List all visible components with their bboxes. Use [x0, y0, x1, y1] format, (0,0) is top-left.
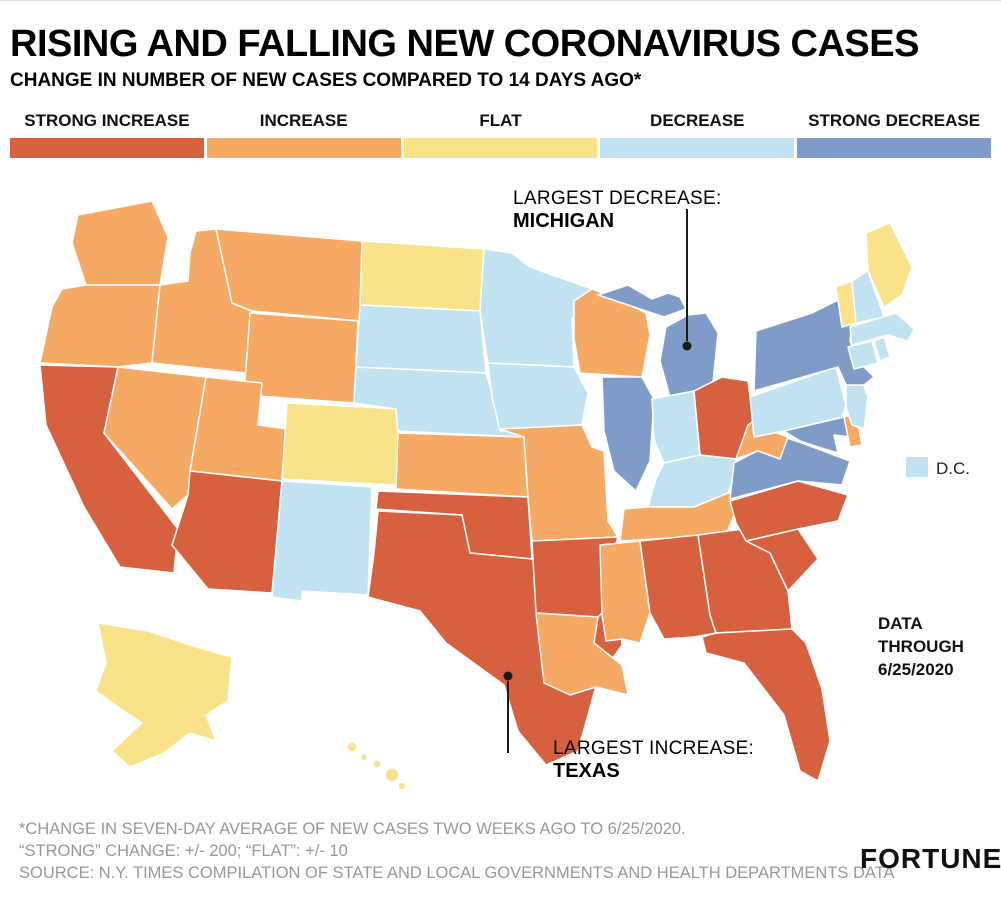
largest-increase-label: LARGEST INCREASE:: [553, 738, 755, 759]
state-hawaii-island: [346, 741, 358, 753]
fortune-logo: FORTUNE: [860, 843, 1001, 874]
state-new-hampshire: [851, 270, 885, 324]
legend-label-increase: INCREASE: [259, 111, 348, 130]
legend-labels: STRONG INCREASE INCREASE FLAT DECREASE S…: [10, 111, 991, 131]
largest-decrease-annotation: LARGEST DECREASE: MICHIGAN: [513, 187, 722, 233]
state-alaska: [95, 622, 233, 768]
legend-swatch-flat: [403, 138, 598, 158]
dc-swatch: [906, 457, 928, 477]
state-south-dakota: [355, 304, 487, 374]
state-montana: [215, 228, 363, 322]
legend-label-strong-decrease: STRONG DECREASE: [808, 111, 981, 130]
legend-color-bar: [10, 138, 991, 158]
michigan-annotation-dot: [682, 341, 692, 351]
state-hawaii: [346, 741, 407, 791]
footnote-source: SOURCE: N.Y. TIMES COMPILATION OF STATE …: [19, 864, 895, 882]
state-washington: [71, 200, 169, 286]
legend-label-decrease: DECREASE: [650, 111, 745, 130]
state-missouri: [499, 424, 619, 542]
state-kansas: [395, 432, 529, 498]
largest-decrease-label: LARGEST DECREASE:: [513, 188, 722, 209]
state-hawaii-island: [397, 781, 407, 791]
state-iowa: [487, 362, 589, 432]
state-louisiana: [535, 612, 629, 696]
state-nevada: [103, 366, 207, 510]
state-illinois: [601, 376, 655, 492]
data-through-line: THROUGH: [878, 637, 964, 656]
dc-label: D.C.: [936, 459, 970, 478]
state-hawaii-island: [372, 759, 382, 769]
legend-swatch-decrease: [600, 138, 795, 158]
texas-annotation-dot: [503, 671, 513, 681]
state-oregon: [39, 284, 161, 368]
state-colorado: [281, 402, 401, 486]
legend-swatch-increase: [206, 138, 401, 158]
data-through-line: 6/25/2020: [878, 660, 954, 679]
state-new-mexico: [271, 480, 373, 602]
footnotes: *CHANGE IN SEVEN-DAY AVERAGE OF NEW CASE…: [19, 818, 895, 884]
state-north-carolina: [729, 480, 849, 542]
state-hawaii-island: [384, 767, 400, 783]
state-north-dakota: [359, 240, 485, 312]
legend: STRONG INCREASE INCREASE FLAT DECREASE S…: [10, 111, 991, 158]
largest-decrease-state: MICHIGAN: [513, 210, 615, 232]
state-florida: [701, 628, 831, 782]
state-rhode-island: [873, 336, 891, 362]
state-maine: [865, 222, 913, 308]
page-subtitle: CHANGE IN NUMBER OF NEW CASES COMPARED T…: [10, 70, 642, 91]
state-michigan-lower-peninsula: [659, 312, 719, 398]
state-michigan-upper-peninsula: [597, 284, 687, 318]
data-through-note: DATA THROUGH 6/25/2020: [878, 612, 964, 681]
state-indiana: [651, 390, 701, 464]
footnote-methodology: *CHANGE IN SEVEN-DAY AVERAGE OF NEW CASE…: [19, 820, 686, 838]
state-arizona: [171, 470, 283, 594]
state-massachusetts: [849, 312, 915, 346]
legend-swatch-strong-decrease: [797, 138, 991, 158]
legend-label-strong-increase: STRONG INCREASE: [24, 111, 190, 130]
state-west-virginia: [735, 414, 789, 460]
largest-increase-annotation: LARGEST INCREASE: TEXAS: [553, 737, 754, 783]
page-title: RISING AND FALLING NEW CORONAVIRUS CASES: [10, 23, 919, 65]
legend-swatch-strong-increase: [10, 138, 204, 158]
state-hawaii-island: [359, 752, 369, 762]
largest-increase-state: TEXAS: [553, 760, 620, 782]
footnote-thresholds: “STRONG” CHANGE: +/- 200; “FLAT”: +/- 10: [19, 842, 348, 860]
state-wisconsin: [573, 288, 651, 378]
data-through-line: DATA: [878, 614, 923, 633]
legend-label-flat: FLAT: [479, 111, 522, 130]
state-connecticut: [847, 340, 879, 370]
